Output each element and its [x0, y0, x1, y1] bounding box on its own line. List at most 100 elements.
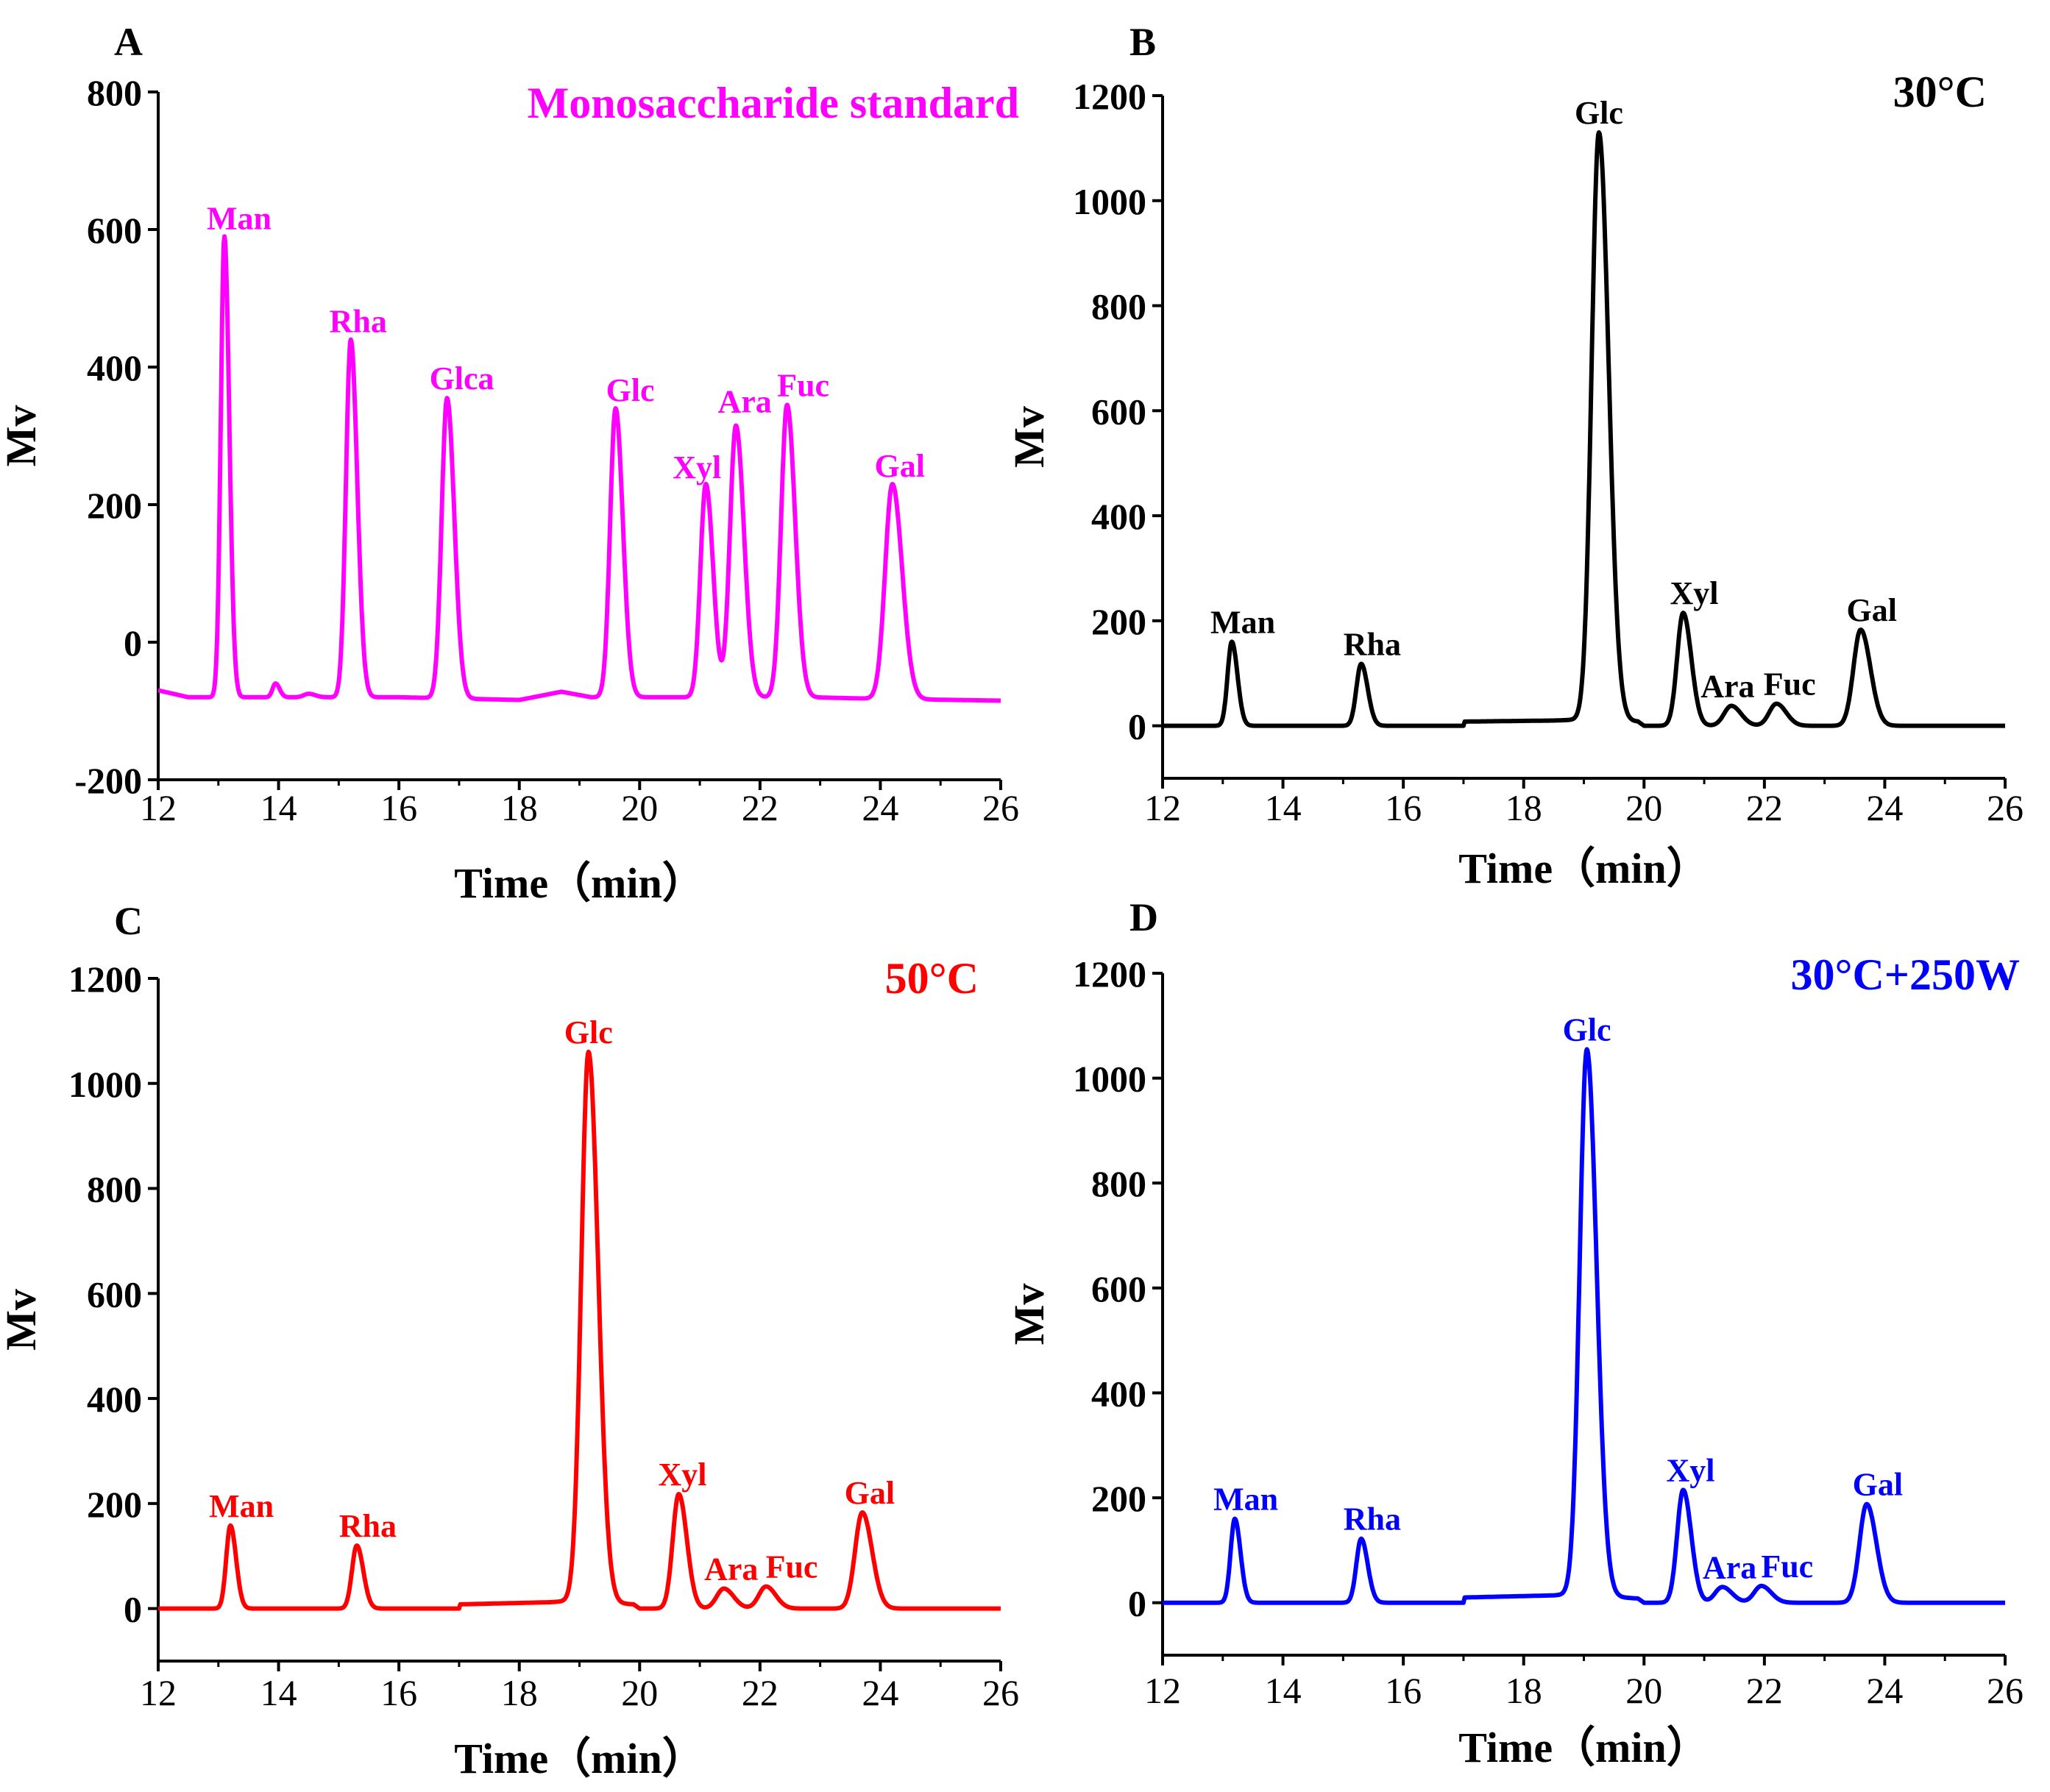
peak-label-fuc: Fuc [766, 1549, 818, 1585]
x-tick-label: 18 [1505, 787, 1542, 828]
y-tick-label: 200 [87, 1484, 142, 1525]
y-tick-label: 200 [1091, 1478, 1146, 1519]
panel-label: B [1129, 20, 1156, 64]
x-tick-label: 14 [260, 787, 297, 828]
y-tick-label: 800 [87, 1169, 142, 1210]
y-tick-label: 0 [1128, 1583, 1146, 1624]
x-tick-label: 14 [1265, 1670, 1302, 1711]
panel-label: C [114, 899, 143, 943]
x-tick-label: 26 [982, 787, 1019, 828]
y-tick-label: 600 [87, 1273, 142, 1315]
y-tick-label: 400 [1091, 496, 1146, 537]
y-tick-label: 400 [87, 1379, 142, 1420]
x-tick-label: 20 [621, 787, 658, 828]
peak-label-gal: Gal [1846, 592, 1896, 628]
x-tick-label: 16 [1385, 787, 1422, 828]
chromatogram-trace [156, 1049, 1003, 1611]
peak-label-glc: Glc [564, 1014, 613, 1050]
y-tick-label: 0 [124, 1589, 142, 1630]
x-tick-label: 22 [1746, 787, 1783, 828]
x-tick-label: 24 [862, 1672, 898, 1713]
x-tick-label: 26 [1987, 787, 2024, 828]
peak-label-glc: Glc [606, 372, 655, 408]
chart-title: Monosaccharide standard [528, 79, 1019, 127]
y-axis-label: Mv [1005, 1284, 1053, 1345]
y-tick-label: 1200 [68, 959, 142, 1000]
y-tick-label: 400 [87, 347, 142, 388]
chart-title: 50°C [885, 954, 979, 1003]
y-tick-label: 0 [1128, 706, 1146, 747]
x-tick-label: 18 [501, 1672, 538, 1713]
peak-label-man: Man [1213, 1482, 1278, 1518]
y-tick-label: 600 [87, 210, 142, 251]
peak-label-man: Man [1210, 604, 1275, 640]
peak-label-glca: Glca [430, 360, 494, 397]
x-tick-label: 22 [742, 787, 778, 828]
x-axis-label: Time（min） [1458, 1724, 1709, 1771]
x-tick-label: 20 [621, 1672, 658, 1713]
peak-label-fuc: Fuc [1761, 1549, 1813, 1585]
peak-label-rha: Rha [330, 304, 387, 340]
peak-label-gal: Gal [875, 448, 925, 484]
y-tick-label: 1000 [68, 1064, 142, 1105]
x-tick-label: 12 [140, 787, 177, 828]
chart-panel-c: 0 200 400 600 800 1000 1200 12 14 16 18 20 22 24 26 Tim… [0, 899, 1019, 1782]
peak-label-man: Man [207, 200, 272, 236]
y-axis-label: Mv [0, 405, 45, 467]
x-tick-label: 24 [862, 787, 898, 828]
peak-label-ara: Ara [717, 383, 771, 419]
peak-label-glc: Glc [1575, 95, 1623, 131]
x-tick-label: 26 [1987, 1670, 2024, 1711]
x-tick-label: 14 [1265, 787, 1302, 828]
x-tick-label: 26 [982, 1672, 1019, 1713]
y-tick-label: 1000 [1073, 1059, 1146, 1100]
x-tick-label: 16 [380, 787, 417, 828]
chromatogram-trace [1160, 130, 2007, 728]
x-tick-label: 24 [1866, 1670, 1903, 1711]
y-tick-label: 1000 [1073, 181, 1146, 222]
peak-label-ara: Ara [1700, 668, 1754, 704]
chromatogram-trace [156, 234, 1003, 703]
peak-label-xyl: Xyl [1670, 575, 1718, 611]
x-tick-label: 12 [140, 1672, 177, 1713]
x-tick-label: 20 [1625, 1670, 1662, 1711]
x-tick-label: 12 [1144, 1670, 1181, 1711]
panel-label: A [114, 20, 143, 64]
x-tick-label: 22 [1746, 1670, 1783, 1711]
y-tick-label: 400 [1091, 1373, 1146, 1414]
x-tick-label: 14 [260, 1672, 297, 1713]
x-tick-label: 20 [1625, 787, 1662, 828]
x-axis-label: Time（min） [454, 859, 705, 907]
peak-label-xyl: Xyl [673, 449, 721, 486]
peak-label-rha: Rha [339, 1508, 397, 1544]
y-tick-label: 1200 [1073, 953, 1146, 995]
peak-label-xyl: Xyl [1666, 1452, 1714, 1488]
peak-label-rha: Rha [1344, 626, 1401, 662]
peak-label-fuc: Fuc [777, 367, 829, 403]
peak-label-gal: Gal [1853, 1467, 1903, 1503]
y-tick-label: 1200 [1073, 76, 1146, 117]
y-tick-label: 600 [1091, 1268, 1146, 1309]
x-tick-label: 12 [1144, 787, 1181, 828]
y-tick-label: 800 [1091, 286, 1146, 327]
x-tick-label: 22 [742, 1672, 778, 1713]
y-tick-label: 800 [1091, 1163, 1146, 1204]
peak-label-man: Man [209, 1488, 274, 1524]
chart-title: 30°C [1893, 68, 1987, 116]
y-tick-label: 200 [87, 485, 142, 526]
x-tick-label: 16 [380, 1672, 417, 1713]
chromatogram-trace [1160, 1047, 2007, 1605]
y-tick-label: 800 [87, 72, 142, 113]
x-tick-label: 18 [501, 787, 538, 828]
y-axis-label: Mv [0, 1289, 45, 1351]
x-tick-label: 24 [1866, 787, 1903, 828]
peak-label-gal: Gal [845, 1475, 895, 1511]
x-axis-label: Time（min） [454, 1735, 705, 1782]
y-tick-label: 0 [124, 622, 142, 664]
x-axis-label: Time（min） [1458, 845, 1709, 892]
chart-panel-a: -200 0 200 400 600 800 12 14 16 18 20 22 24 26 Time（mi… [0, 20, 1019, 907]
y-tick-label: -200 [74, 760, 142, 801]
panel-label: D [1129, 895, 1158, 939]
y-tick-label: 200 [1091, 601, 1146, 642]
